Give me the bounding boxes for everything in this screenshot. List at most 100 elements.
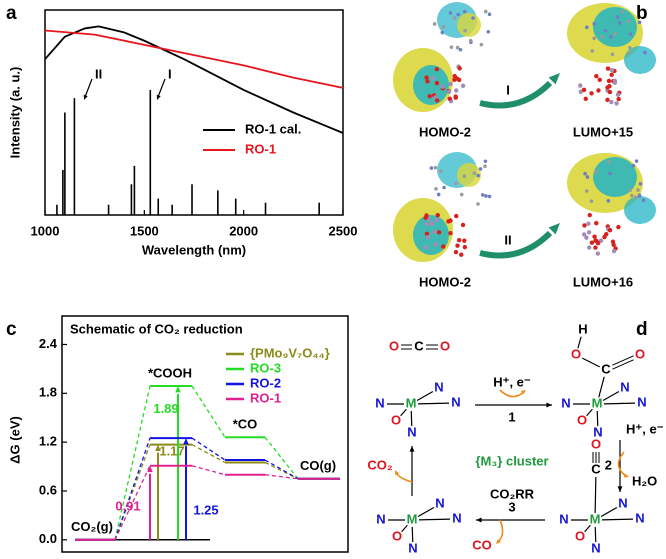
step-number: 3	[508, 499, 515, 514]
atom	[478, 167, 483, 171]
atom	[459, 252, 464, 257]
barrier-label: 0.91	[115, 499, 140, 514]
atom	[590, 49, 595, 53]
atom	[578, 89, 584, 94]
atom	[637, 20, 642, 25]
atom-label: N	[618, 495, 627, 510]
atom-label: M	[590, 511, 601, 526]
bond	[581, 357, 601, 368]
atom	[589, 91, 594, 96]
arrowhead	[617, 486, 623, 492]
atom	[447, 96, 452, 101]
atom	[487, 194, 492, 199]
atom	[446, 89, 452, 95]
atom	[462, 238, 467, 243]
atom	[454, 88, 459, 93]
atom	[427, 94, 432, 99]
atom	[607, 228, 613, 233]
arrowhead	[520, 390, 526, 395]
x-axis-label: Wavelength (nm)	[142, 242, 246, 257]
atom	[607, 159, 611, 164]
atom	[592, 36, 596, 41]
atom	[616, 224, 621, 230]
atom	[486, 29, 491, 34]
atom-label: O	[391, 412, 401, 427]
barrier-label: 1.25	[193, 503, 218, 518]
atom-label: O	[389, 338, 399, 353]
atom-label: O	[591, 436, 601, 451]
bond	[416, 390, 434, 402]
arrowhead	[623, 473, 629, 478]
atom	[484, 194, 488, 198]
atom	[434, 66, 440, 72]
atom	[476, 202, 480, 206]
atom	[581, 87, 587, 93]
atom	[479, 42, 484, 47]
atom	[631, 163, 636, 168]
atom	[455, 243, 460, 248]
series-line	[44, 29, 344, 89]
transition-arrow	[479, 230, 553, 259]
atom	[439, 169, 443, 174]
bond	[612, 359, 634, 370]
annotation: II	[95, 66, 102, 81]
chart-title: Schematic of CO₂ reduction	[70, 321, 243, 336]
atom-label: N	[559, 511, 568, 526]
atom	[425, 235, 431, 240]
atom	[459, 192, 464, 197]
y-tick-label: 1.2	[39, 434, 57, 449]
atom-label: O	[635, 346, 645, 361]
atom	[441, 25, 446, 29]
reagent: H⁺, e⁻	[626, 421, 664, 436]
bond	[600, 506, 618, 518]
atom	[425, 79, 430, 84]
atom	[627, 50, 631, 55]
atom-label: M	[406, 395, 417, 410]
atom	[448, 81, 453, 87]
atom	[432, 22, 437, 26]
atom	[462, 174, 467, 179]
atom	[587, 245, 592, 250]
atom-label: N	[561, 395, 570, 410]
atom	[434, 217, 439, 223]
arrowhead	[496, 539, 501, 544]
atom	[483, 164, 487, 168]
atom	[633, 195, 638, 200]
arrowhead	[548, 73, 560, 85]
atom	[436, 192, 441, 197]
atom	[456, 77, 462, 83]
atom	[617, 21, 622, 25]
atom-label: N	[451, 394, 460, 409]
legend-label: RO-3	[250, 360, 281, 375]
atom	[434, 186, 438, 191]
atom	[434, 80, 440, 86]
atom	[449, 45, 454, 49]
atom	[456, 12, 461, 17]
orbital-lobe	[624, 46, 656, 74]
bond	[400, 408, 407, 417]
atom	[429, 166, 434, 170]
x-tick-label: 2000	[229, 223, 258, 238]
atom	[610, 239, 616, 244]
atom	[592, 22, 596, 26]
atom-label: N	[408, 540, 417, 555]
bond	[596, 410, 599, 427]
legend-label: RO-2	[250, 375, 281, 390]
panel-label: a	[6, 3, 17, 24]
bond	[594, 526, 597, 543]
bond	[418, 518, 451, 521]
arrowhead	[156, 94, 161, 100]
atom	[448, 11, 453, 15]
orbital-lobe	[457, 13, 481, 37]
atom	[440, 30, 445, 35]
x-tick-label: 1500	[130, 223, 159, 238]
y-tick-label: 0.6	[39, 482, 57, 497]
atom	[596, 88, 601, 93]
atom	[595, 241, 601, 246]
atom	[452, 77, 457, 83]
reagent: H⁺, e⁻	[493, 374, 531, 389]
category-label: *CO	[233, 417, 258, 432]
atom	[638, 182, 643, 186]
annotation-arrow	[157, 78, 166, 98]
atom	[423, 245, 428, 250]
